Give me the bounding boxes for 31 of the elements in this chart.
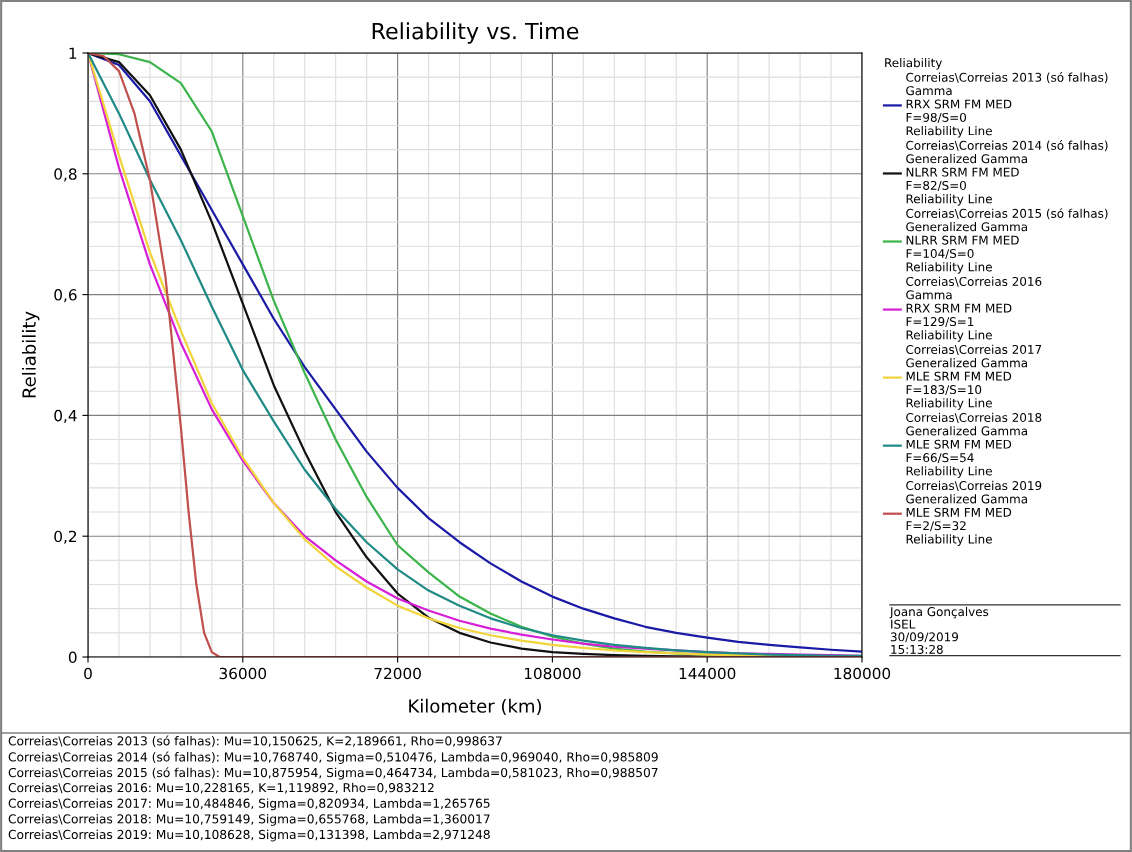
text: Correias\Correias 2016: Mu=10,228165, K=1,119892, Rho=0,983212 (8, 782, 434, 794)
x-axis-title: Kilometer (km) (409, 698, 541, 715)
y-tick-label: 1 (69, 47, 77, 59)
x-tick-label: 72000 (374, 667, 421, 680)
y-tick-label: 0,4 (54, 409, 77, 423)
legend-label: Correias\Correias 2019 Generalized Gamma MLE SRM FM MED F=2/S=32 Reliability Line (906, 480, 1042, 546)
chart-title: Reliability vs. Time (372, 22, 579, 44)
y-tick-label: 0,6 (54, 289, 77, 303)
text: Correias\Correias 2014 (só falhas): Mu=10,768740, Sigma=0,510476, Lambda=0,969040, Rho=0,985809 (8, 751, 658, 764)
y-tick-label: 0,8 (54, 168, 77, 182)
legend-label: Correias\Correias 2014 (só falhas) Generalized Gamma NLRR SRM FM MED F=82/S=0 Reliability Line (906, 140, 1108, 206)
y-tick-label: 0,2 (54, 530, 77, 544)
legend-label: Correias\Correias 2018 Generalized Gamma MLE SRM FM MED F=66/S=54 Reliability Line (906, 412, 1042, 478)
text: Correias\Correias 2019: Mu=10,108628, Sigma=0,131398, Lambda=2,971248 (8, 829, 490, 842)
y-axis-title: Reliability (21, 311, 40, 398)
text: Correias\Correias 2017: Mu=10,484846, Sigma=0,820934, Lambda=1,265765 (8, 798, 490, 811)
x-tick-label: 144000 (679, 667, 736, 680)
text: Joana Gonçalves ISEL 30/09/2019 15:13:28 (889, 606, 989, 654)
x-tick-label: 108000 (524, 667, 581, 680)
legend-label: Correias\Correias 2013 (só falhas) Gamma RRX SRM FM MED F=98/S=0 Reliability Line (906, 72, 1108, 138)
x-tick-label: 180000 (834, 667, 891, 680)
y-tick-label: 0 (68, 651, 77, 664)
legend-label: Correias\Correias 2017 Generalized Gamma MLE SRM FM MED F=183/S=10 Reliability Line (906, 344, 1042, 410)
legend-label: Correias\Correias 2016 Gamma RRX SRM FM MED F=129/S=1 Reliability Line (906, 276, 1042, 342)
x-tick-label: 0 (84, 667, 92, 680)
x-tick-label: 36000 (219, 667, 267, 680)
legend-label: Correias\Correias 2015 (só falhas) Generalized Gamma NLRR SRM FM MED F=104/S=0 Reliability Line (906, 208, 1108, 274)
text: Correias\Correias 2015 (só falhas): Mu=10,875954, Sigma=0,464734, Lambda=0,581023, Rho=0,988507 (8, 767, 658, 780)
legend-title: Reliability (885, 58, 942, 70)
text: Correias\Correias 2018: Mu=10,759149, Sigma=0,655768, Lambda=1,360017 (8, 814, 490, 826)
text: Correias\Correias 2013 (só falhas): Mu=10,150625, K=2,189661, Rho=0,998637 (8, 735, 502, 747)
